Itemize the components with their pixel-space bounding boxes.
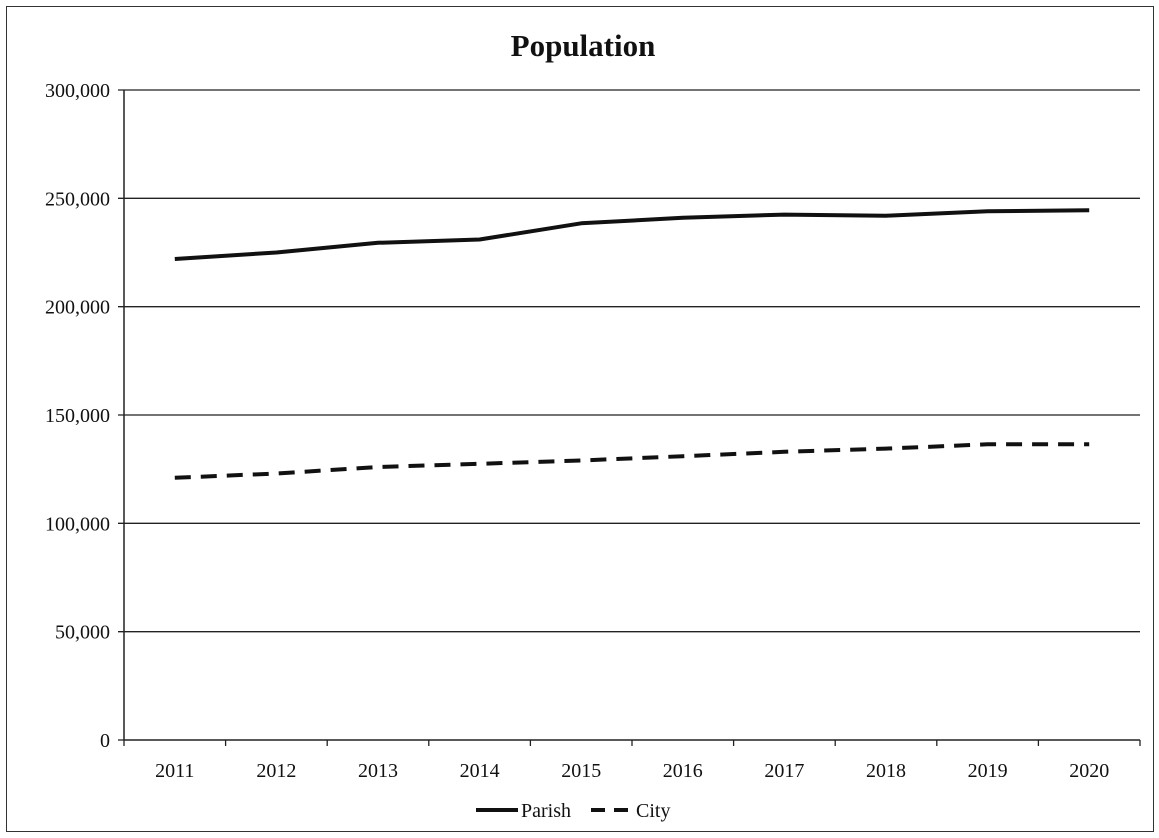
y-tick-label: 100,000 [45,513,110,535]
x-tick-label: 2019 [968,760,1008,782]
x-tick-label: 2011 [155,760,194,782]
series-lines [174,208,1090,480]
y-tick-label: 50,000 [55,622,110,644]
y-tick-label: 0 [100,730,110,752]
x-tick-label: 2018 [866,760,906,782]
series-line-parish [174,208,1090,261]
x-tick-label: 2016 [663,760,703,782]
chart-frame [6,6,1154,832]
chart-title: Population [511,28,656,63]
y-tick-label: 300,000 [45,80,110,102]
x-tick-label: 2017 [764,760,804,782]
legend-label-city: City [636,800,670,822]
x-tick-label: 2013 [358,760,398,782]
y-axis-ticks: 0 50,000 100,000 150,000 200,000 250,000 300,0… [45,80,124,752]
y-tick-label: 200,000 [45,297,110,319]
y-tick-label: 250,000 [45,188,110,210]
series-line-city [174,442,1090,480]
legend: Parish City [476,800,670,822]
x-tick-label: 2020 [1069,760,1109,782]
x-tick-label: 2014 [460,760,500,782]
gridlines [118,89,1140,633]
x-axis-ticks: 2011 2012 2013 2014 2015 2016 2017 2018 2019 2020 [123,740,1141,782]
x-tick-label: 2012 [256,760,296,782]
x-tick-label: 2015 [561,760,601,782]
y-tick-label: 150,000 [45,405,110,427]
legend-label-parish: Parish [521,800,571,822]
